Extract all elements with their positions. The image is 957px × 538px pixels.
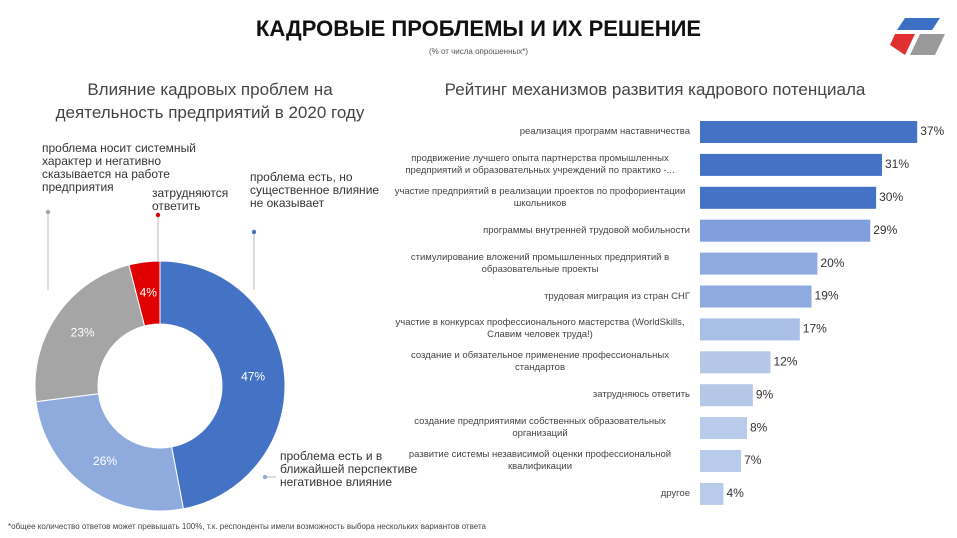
category-label: трудовая миграция из стран СНГ (544, 290, 690, 302)
page-title: КАДРОВЫЕ ПРОБЛЕМЫ И ИХ РЕШЕНИЕ (255, 16, 702, 41)
bar (700, 285, 812, 308)
category-label: участие в конкурсах профессионального ма… (395, 317, 685, 341)
bar (700, 121, 918, 143)
data-label: 8% (750, 420, 768, 434)
bar (700, 417, 747, 440)
donut-segment (128, 260, 161, 327)
data-label: 23% (71, 326, 95, 340)
donut-segment (34, 264, 146, 403)
category-label: создание и обязательное применение профе… (411, 350, 669, 374)
leader-dot (262, 474, 268, 480)
data-label: 7% (744, 453, 762, 467)
data-label: 4% (726, 486, 744, 500)
leader-dot (45, 209, 51, 215)
leader-dot (251, 229, 257, 235)
footnote: *общее количество ответов может превышат… (8, 522, 486, 531)
category-label: стимулирование вложений промышленных пре… (410, 251, 670, 275)
bar (700, 219, 871, 242)
data-label: 29% (873, 223, 897, 237)
category-label: развитие системы независимой оценки проф… (408, 449, 672, 472)
bar (700, 318, 800, 341)
data-label: 9% (756, 387, 774, 401)
data-label: 17% (803, 322, 827, 336)
legend-label: проблема есть, но существенное влияние н… (250, 170, 380, 210)
data-label: 26% (93, 454, 117, 468)
bar (700, 450, 742, 472)
bar (700, 153, 882, 176)
legend-label: проблема носит системный характер и нега… (42, 141, 196, 194)
logo (890, 18, 945, 55)
leader-dot (155, 212, 161, 218)
data-label: 4% (140, 285, 158, 299)
category-label: реализация программ наставничества (519, 126, 690, 137)
bar (700, 482, 724, 505)
category-label: участие предприятий в реализации проекто… (394, 185, 686, 209)
category-label: затрудняюсь ответить (592, 389, 690, 401)
legend-label: затрудняются ответить (152, 186, 229, 213)
bar (700, 384, 753, 407)
data-label: 37% (920, 124, 944, 138)
category-label: продвижение лучшего опыта партнерства пр… (405, 152, 675, 176)
bar (700, 351, 771, 374)
data-label: 47% (241, 369, 265, 383)
page-subtitle: (% от числа опрошенных*) (428, 47, 529, 56)
category-label: создание предприятиями собственных образ… (414, 416, 666, 440)
donut-segment (35, 393, 185, 512)
data-label: 20% (820, 256, 844, 270)
chart-title: Влияние кадровых проблем на деятельность… (55, 80, 365, 122)
donut-segment (159, 260, 286, 510)
data-label: 12% (773, 354, 797, 368)
data-label: 31% (885, 157, 909, 171)
category-label: программы внутренней трудовой мобильност… (483, 224, 690, 236)
bar (700, 252, 818, 275)
data-label: 30% (879, 190, 903, 204)
data-label: 19% (815, 289, 839, 303)
bar (700, 186, 877, 209)
chart-title: Рейтинг механизмов развития кадрового по… (444, 80, 866, 99)
legend-label: проблема есть и в ближайшей перспективе … (280, 449, 418, 489)
category-label: другое (660, 487, 690, 499)
